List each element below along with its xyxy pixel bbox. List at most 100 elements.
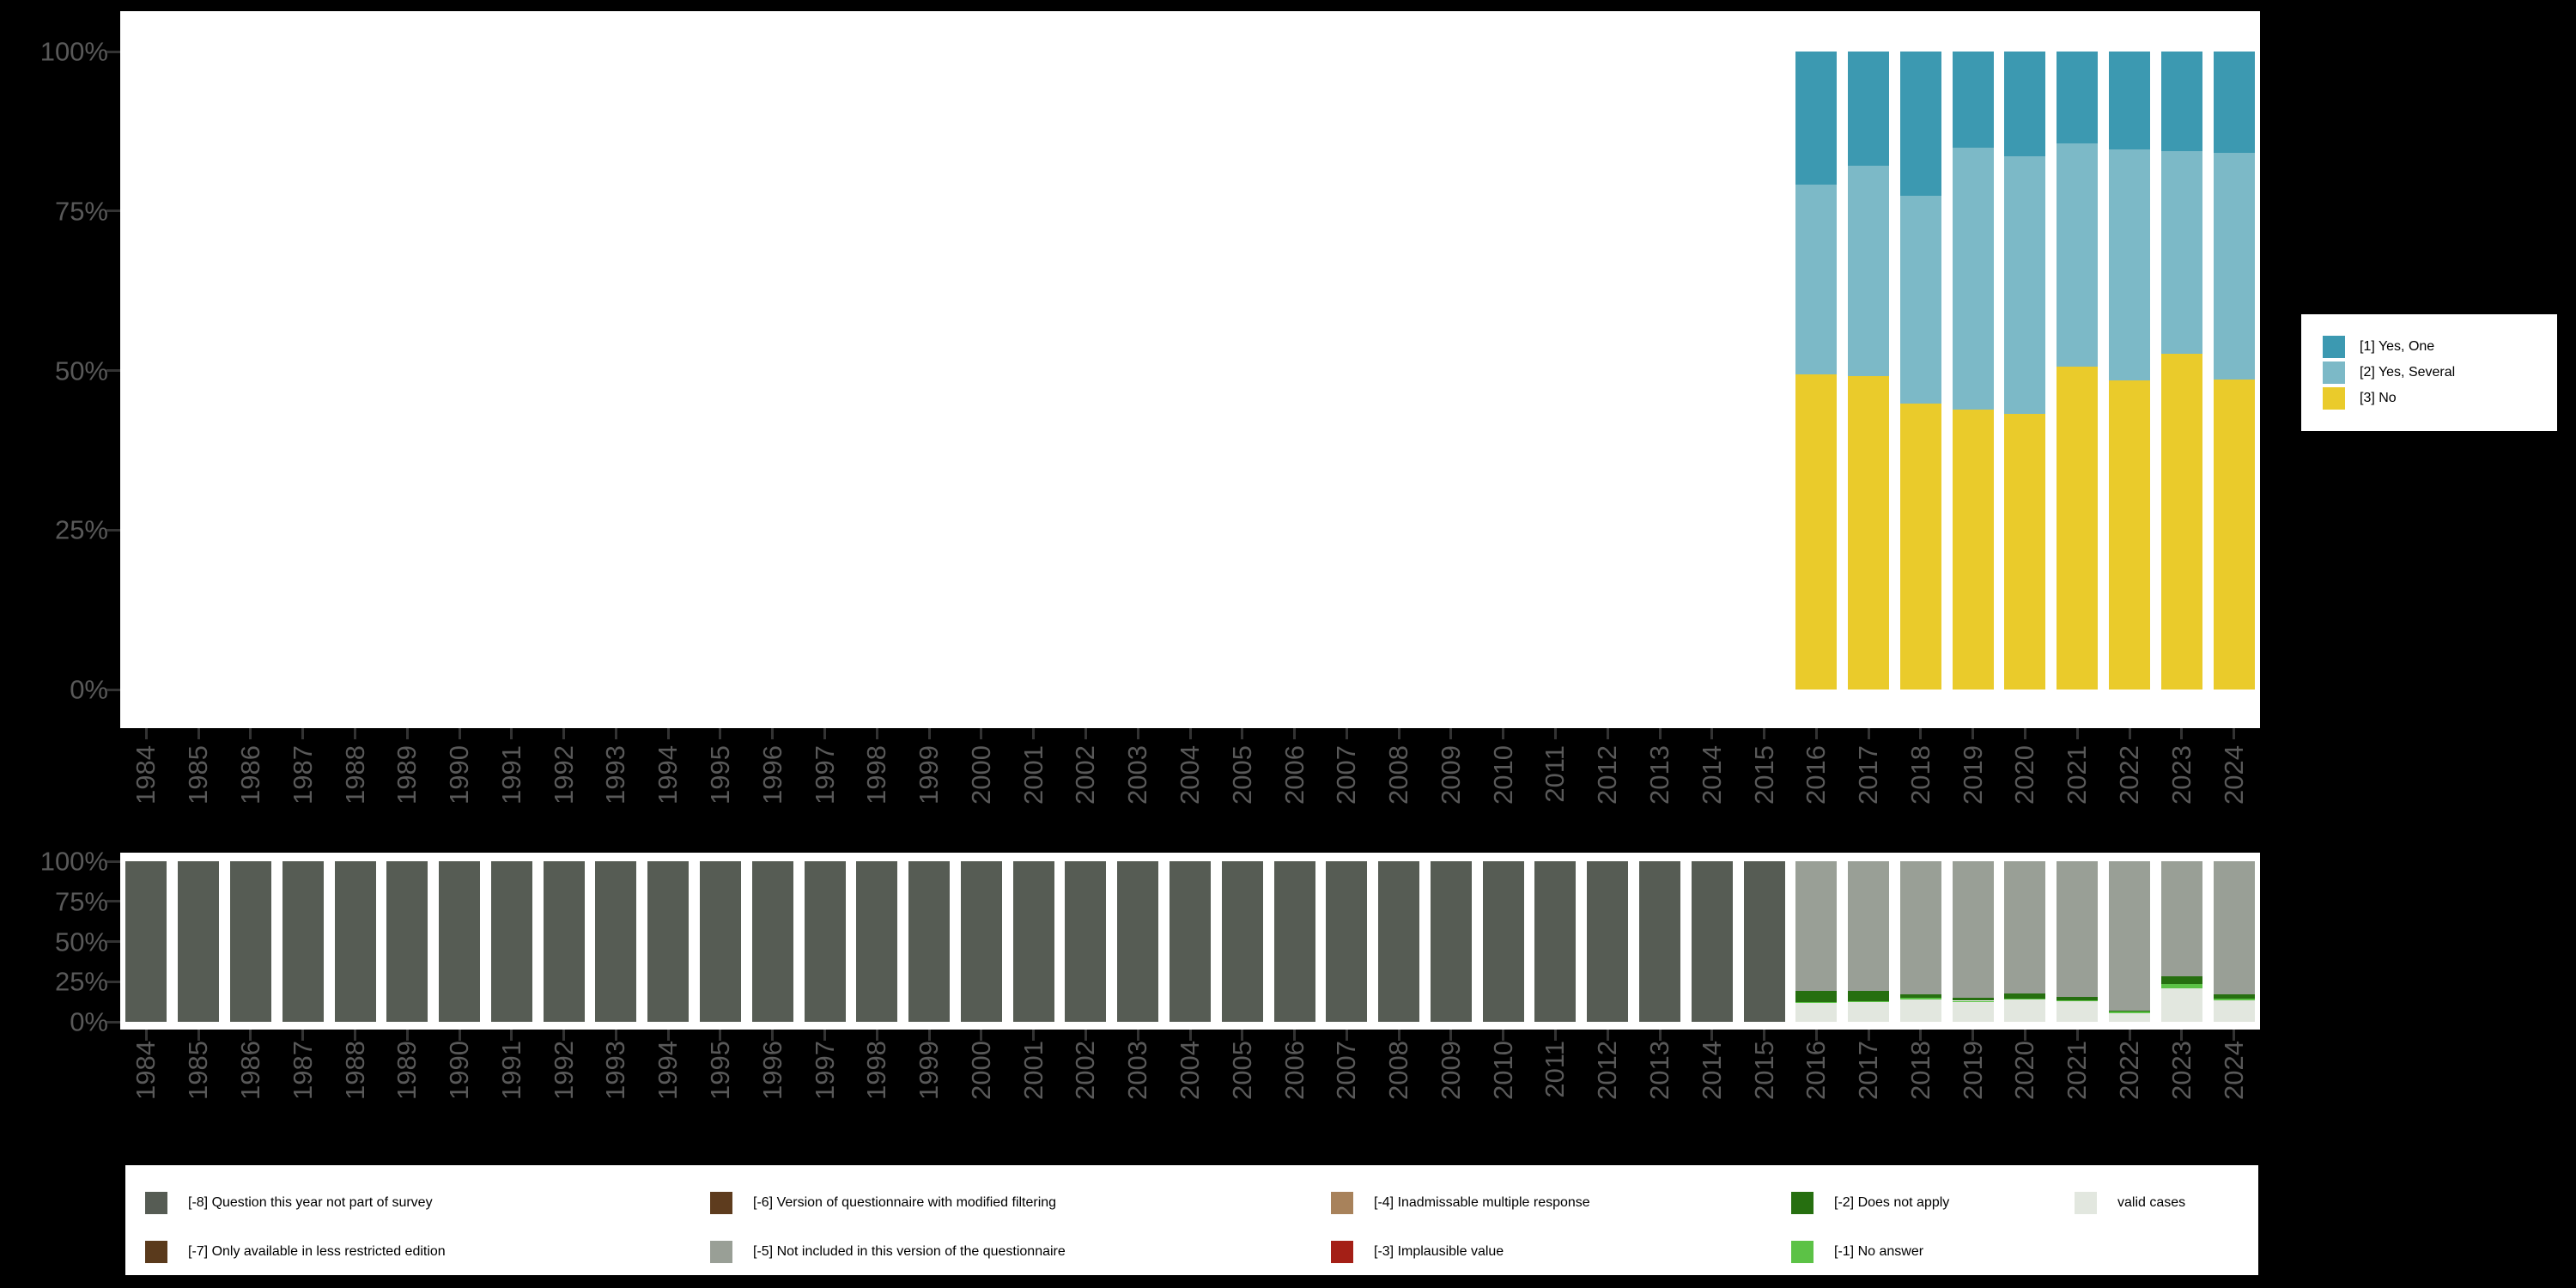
x-axis-year-label: 2011 xyxy=(1540,1041,1571,1098)
bar-segment-1998 xyxy=(856,861,898,1022)
x-axis-year-label: 2003 xyxy=(1122,1041,1153,1100)
x-axis-year-label: 1998 xyxy=(861,1041,892,1100)
x-axis-year-label: 2019 xyxy=(1957,1041,1988,1100)
x-axis-tick-mark xyxy=(1971,1030,1975,1041)
x-axis-tick-mark xyxy=(875,728,878,739)
bar-segment-2019 xyxy=(1952,52,1994,149)
y-axis-tick-mark xyxy=(106,1020,120,1024)
x-axis-year-label: 2004 xyxy=(1175,1041,1205,1100)
bar-segment-2024 xyxy=(2213,861,2255,995)
bar-segment-2020 xyxy=(2004,155,2046,415)
x-axis-year-label: 2020 xyxy=(2009,745,2040,805)
bar-segment-2018 xyxy=(1899,195,1941,404)
legend-color-swatch xyxy=(145,1192,167,1214)
x-axis-tick-mark xyxy=(1867,1030,1870,1041)
legend-item-label: [-1] No answer xyxy=(1834,1244,1924,1259)
bar-segment-2023 xyxy=(2160,52,2202,151)
x-axis-year-label: 2014 xyxy=(1696,1041,1727,1100)
x-axis-tick-mark xyxy=(1658,1030,1662,1041)
x-axis-year-label: 1990 xyxy=(444,745,475,805)
x-axis-year-label: 1994 xyxy=(653,745,683,805)
bar-segment-2021 xyxy=(2057,997,2099,1000)
x-axis-tick-mark xyxy=(2128,728,2131,739)
bar-segment-2022 xyxy=(2109,380,2151,690)
bar-segment-2023 xyxy=(2160,150,2202,355)
x-axis-year-label: 2015 xyxy=(1748,745,1779,805)
x-axis-tick-mark xyxy=(458,728,461,739)
y-axis-tick-label: 75% xyxy=(54,196,108,227)
bar-segment-2016 xyxy=(1795,185,1838,374)
x-axis-tick-mark xyxy=(666,728,670,739)
bar-segment-1988 xyxy=(334,861,376,1022)
bar-segment-2021 xyxy=(2057,861,2099,998)
x-axis-year-label: 1994 xyxy=(653,1041,683,1100)
bar-segment-2019 xyxy=(1952,997,1994,1001)
legend-item: [-7] Only available in less restricted e… xyxy=(145,1241,446,1263)
legend-item-label: [-8] Question this year not part of surv… xyxy=(188,1195,433,1210)
legend-item-label: [1] Yes, One xyxy=(2360,339,2435,354)
x-axis-tick-mark xyxy=(1241,1030,1244,1041)
x-axis-year-label: 1989 xyxy=(392,1041,422,1100)
legend-color-swatch xyxy=(2323,336,2345,358)
x-axis-year-label: 1997 xyxy=(809,745,840,805)
x-axis-tick-mark xyxy=(405,728,409,739)
legend-item-label: [3] No xyxy=(2360,391,2397,405)
bar-segment-2024 xyxy=(2213,999,2255,1022)
y-axis-tick-label: 75% xyxy=(54,886,108,917)
bar-segment-1991 xyxy=(490,861,532,1022)
x-axis-tick-mark xyxy=(354,1030,356,1041)
x-axis-year-label: 2010 xyxy=(1487,1041,1518,1100)
legend-color-swatch xyxy=(2323,387,2345,410)
x-axis-year-label: 1990 xyxy=(444,1041,475,1100)
bar-segment-2016 xyxy=(1795,861,1838,991)
x-axis-tick-mark xyxy=(719,728,722,739)
legend-color-swatch xyxy=(1791,1192,1814,1214)
x-axis-year-label: 2019 xyxy=(1957,745,1988,805)
x-axis-tick-mark xyxy=(927,1030,931,1041)
x-axis-year-label: 2010 xyxy=(1487,745,1518,805)
y-axis-tick-label: 50% xyxy=(54,355,108,386)
bar-segment-2018 xyxy=(1899,999,1941,1022)
x-axis-year-label: 1996 xyxy=(756,745,787,805)
x-axis-year-label: 1991 xyxy=(495,1041,526,1100)
bar-segment-2018 xyxy=(1899,998,1941,999)
x-axis-tick-mark xyxy=(1293,1030,1297,1041)
x-axis-tick-mark xyxy=(1710,1030,1714,1041)
legend-item: valid cases xyxy=(2075,1192,2185,1214)
x-axis-tick-mark xyxy=(1553,728,1557,739)
y-axis-tick-label: 0% xyxy=(70,1006,108,1037)
y-axis-tick-mark xyxy=(106,860,120,863)
x-axis-tick-mark xyxy=(823,728,827,739)
x-axis-year-label: 2000 xyxy=(965,745,996,805)
x-axis-tick-mark xyxy=(1919,1030,1923,1041)
x-axis-year-label: 2008 xyxy=(1383,1041,1414,1100)
x-axis-year-label: 1988 xyxy=(339,745,370,805)
x-axis-year-label: 2002 xyxy=(1070,1041,1101,1100)
x-axis-tick-mark xyxy=(249,1030,252,1041)
bar-segment-2021 xyxy=(2057,367,2099,690)
answer-categories-legend: [1] Yes, One [2] Yes, Several [3] No xyxy=(2301,314,2557,431)
bar-segment-2021 xyxy=(2057,52,2099,143)
bar-segment-2024 xyxy=(2213,379,2255,690)
x-axis-tick-mark xyxy=(2023,1030,2026,1041)
legend-color-swatch xyxy=(710,1241,732,1263)
x-axis-tick-mark xyxy=(1606,1030,1609,1041)
x-axis-year-label: 1984 xyxy=(131,1041,161,1100)
bar-segment-2019 xyxy=(1952,1001,1994,1022)
x-axis-year-label: 2015 xyxy=(1748,1041,1779,1100)
bar-segment-1996 xyxy=(751,861,793,1022)
bar-segment-2020 xyxy=(2004,861,2046,994)
x-axis-year-label: 2022 xyxy=(2114,1041,2145,1100)
x-axis-year-label: 2009 xyxy=(1435,745,1466,805)
bar-segment-2015 xyxy=(1743,861,1785,1022)
y-axis-tick-label: 25% xyxy=(54,514,108,545)
bar-segment-2009 xyxy=(1430,861,1472,1022)
bar-segment-2023 xyxy=(2160,984,2202,989)
legend-color-swatch xyxy=(145,1241,167,1263)
x-axis-tick-mark xyxy=(510,1030,513,1041)
legend-item-label: valid cases xyxy=(2117,1195,2186,1210)
bar-segment-2017 xyxy=(1848,1001,1890,1022)
legend-color-swatch xyxy=(1331,1241,1353,1263)
x-axis-year-label: 2009 xyxy=(1435,1041,1466,1100)
x-axis-year-label: 1985 xyxy=(183,1041,214,1100)
